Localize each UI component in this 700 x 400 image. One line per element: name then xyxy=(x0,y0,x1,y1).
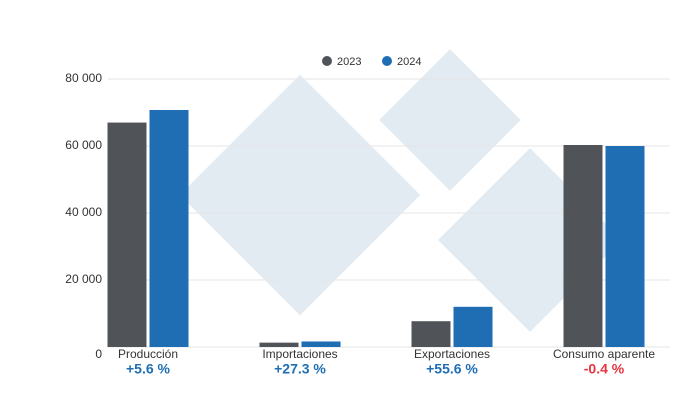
annotation: +27.3 % xyxy=(274,361,326,377)
legend-swatch xyxy=(322,56,332,66)
annotation: +55.6 % xyxy=(426,361,478,377)
x-tick-label: Importaciones xyxy=(262,347,337,361)
bar xyxy=(563,144,603,347)
watermark xyxy=(179,49,622,332)
bar xyxy=(107,122,147,347)
legend-label: 2024 xyxy=(397,56,421,68)
y-tick-label: 40 000 xyxy=(65,205,102,219)
y-tick-label: 20 000 xyxy=(65,272,102,286)
legend-label: 2023 xyxy=(337,56,361,68)
bar xyxy=(301,341,341,347)
bar xyxy=(605,146,645,347)
legend-swatch xyxy=(382,56,392,66)
y-tick-label: 60 000 xyxy=(65,138,102,152)
bar xyxy=(259,342,299,347)
x-tick-label: Consumo aparente xyxy=(553,347,655,361)
annotation: -0.4 % xyxy=(584,361,625,377)
bar xyxy=(149,109,189,347)
annotation: +5.6 % xyxy=(126,361,171,377)
bar xyxy=(453,306,493,347)
x-tick-label: Producción xyxy=(118,347,178,361)
y-tick-label: 0 xyxy=(95,347,102,361)
x-tick-label: Exportaciones xyxy=(414,347,490,361)
y-tick-label: 80 000 xyxy=(65,71,102,85)
bar xyxy=(411,321,451,347)
